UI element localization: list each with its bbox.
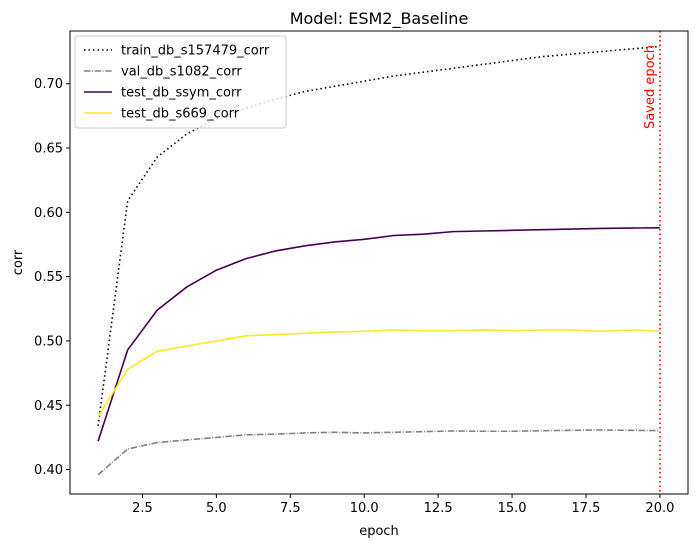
y-tick-label: 0.40 [34, 463, 63, 478]
plot-frame [69, 30, 689, 495]
x-axis-title: epoch [359, 524, 399, 539]
x-tick-label: 5.0 [206, 501, 227, 516]
x-tick-label: 10.0 [350, 501, 379, 516]
y-tick-label: 0.60 [34, 206, 63, 221]
legend: train_db_s157479_corr val_db_s1082_corrte… [74, 35, 287, 129]
x-tick-label: 12.5 [424, 501, 453, 516]
annotation-label-0: Saved epoch [643, 45, 658, 129]
y-tick-label: 0.55 [34, 270, 63, 285]
series-line-0 [97, 45, 660, 426]
x-tick-label: 17.5 [572, 501, 601, 516]
saved-epoch-marker: Saved epoch [643, 31, 661, 494]
x-tick-label: 15.0 [498, 501, 527, 516]
legend-label-0: train_db_s157479_corr [121, 44, 270, 59]
x-tick-label: 7.5 [280, 501, 301, 516]
y-tick-label: 0.65 [34, 142, 63, 157]
series-line-1 [97, 429, 660, 476]
series-line-2 [97, 226, 660, 442]
x-tick-label: 20.0 [645, 501, 674, 516]
series-line-3 [97, 329, 660, 418]
y-tick-label: 0.45 [34, 399, 63, 414]
y-axis-title: corr [11, 249, 26, 275]
axis-ticks: 2.5 5.0 7.5 10.0 12.5 15.0 17.5 20.0 0.40 0.45 0.5… [34, 77, 674, 516]
legend-label-3: test_db_s669_corr [121, 107, 240, 122]
legend-label-2: test_db_ssym_corr [121, 86, 242, 101]
y-tick-label: 0.70 [34, 77, 63, 92]
legend-box [74, 35, 287, 129]
legend-label-1: val_db_s1082_corr [121, 65, 242, 80]
x-tick-label: 2.5 [132, 501, 153, 516]
plot-area [97, 45, 660, 476]
chart-title: Model: ESM2_Baseline [290, 9, 469, 29]
y-tick-label: 0.50 [34, 334, 63, 349]
